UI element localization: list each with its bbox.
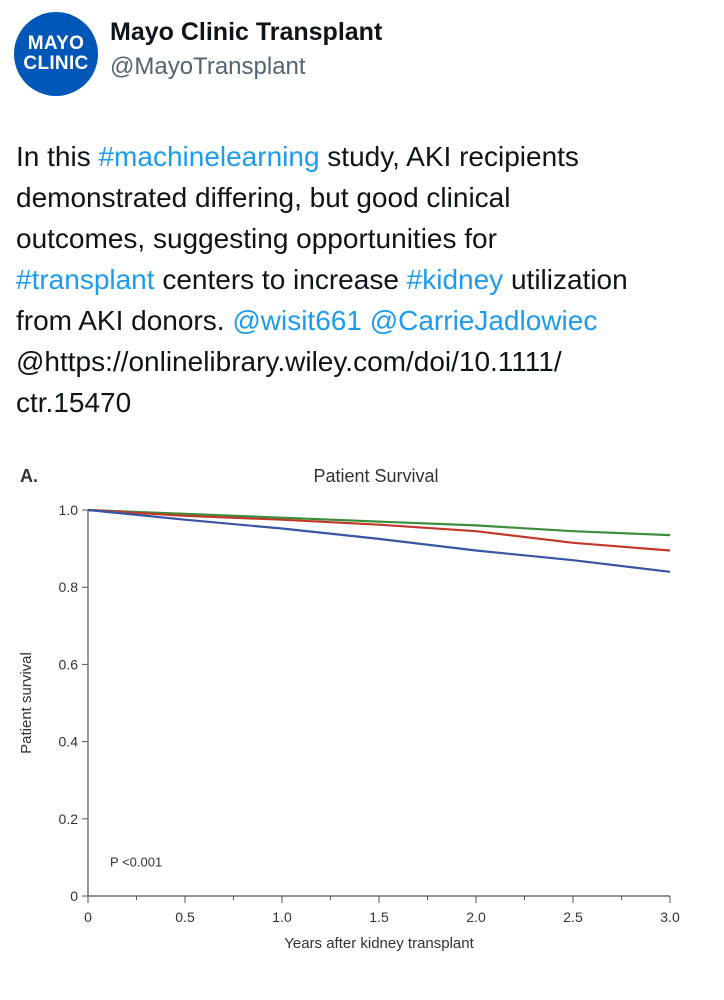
chart-title: Patient Survival	[313, 466, 438, 486]
tweet-text-segment: study, AKI recipients	[319, 141, 579, 172]
survival-curve-2	[87, 508, 671, 552]
avatar[interactable]: MAYO CLINIC	[14, 12, 98, 96]
tweet-text-line: demonstrated differing, but good clinica…	[16, 177, 716, 218]
tweet-text-segment: demonstrated differing, but good clinica…	[16, 182, 511, 213]
tweet-text-segment: In this	[16, 141, 99, 172]
x-tick-label: 1.5	[369, 909, 389, 925]
hashtag-link[interactable]: #machinelearning	[98, 141, 320, 172]
survival-curve-3	[87, 508, 671, 573]
x-tick-label: 1.0	[272, 909, 292, 925]
tweet-text-segment: outcomes, suggesting opportunities for	[16, 223, 497, 254]
avatar-line-1: MAYO	[27, 33, 85, 54]
tweet-text-segment: @https://onlinelibrary.wiley.com/doi/10.…	[16, 346, 562, 377]
tweet-text-line: In this #machinelearning study, AKI reci…	[16, 136, 716, 177]
tweet-text-segment: from AKI donors.	[16, 305, 233, 336]
display-name[interactable]: Mayo Clinic Transplant	[110, 18, 383, 46]
avatar-line-2: CLINIC	[23, 53, 89, 74]
x-tick-label: 2.0	[466, 909, 486, 925]
y-tick-label: 0.4	[59, 734, 79, 750]
x-tick-label: 3.0	[660, 909, 680, 925]
tweet-text-line: outcomes, suggesting opportunities for	[16, 218, 716, 259]
tweet-text-line: @https://onlinelibrary.wiley.com/doi/10.…	[16, 341, 716, 382]
y-axis-label: Patient survival	[18, 652, 35, 754]
hashtag-link[interactable]: #kidney	[406, 264, 504, 295]
y-tick-label: 0.8	[59, 579, 79, 595]
tweet-text-segment: utilization	[503, 264, 628, 295]
survival-chart: A. Patient Survival 0 0.2 0.4 0.6 0.8 1.0 0 0.5 1.…	[18, 466, 680, 952]
user-handle[interactable]: @MayoTransplant	[110, 53, 306, 80]
x-axis-label: Years after kidney transplant	[284, 935, 474, 952]
y-tick-label: 0	[70, 888, 78, 904]
tweet-text-segment: ctr.15470	[16, 387, 132, 418]
tweet-text-line: from AKI donors. @wisit661 @CarrieJadlow…	[16, 300, 716, 341]
panel-label: A.	[20, 466, 38, 486]
mention-link[interactable]: @CarrieJadlowiec	[369, 305, 598, 336]
survival-curve-1	[87, 508, 671, 537]
y-tick-label: 1.0	[59, 502, 79, 518]
y-tick-label: 0.2	[59, 811, 79, 827]
x-tick-label: 2.5	[563, 909, 583, 925]
tweet-text-segment: centers to increase	[154, 264, 407, 295]
y-tick-label: 0.6	[59, 656, 79, 672]
tweet-text-line: ctr.15470	[16, 382, 716, 423]
x-tick-label: 0	[84, 909, 92, 925]
x-tick-label: 0.5	[175, 909, 195, 925]
p-value-annotation: P <0.001	[110, 854, 162, 869]
hashtag-link[interactable]: #transplant	[16, 264, 155, 295]
mention-link[interactable]: @wisit661	[232, 305, 362, 336]
tweet-text-line: #transplant centers to increase #kidney …	[16, 259, 716, 300]
tweet-text: In this #machinelearning study, AKI reci…	[16, 136, 716, 423]
tweet-text-segment	[362, 305, 370, 336]
